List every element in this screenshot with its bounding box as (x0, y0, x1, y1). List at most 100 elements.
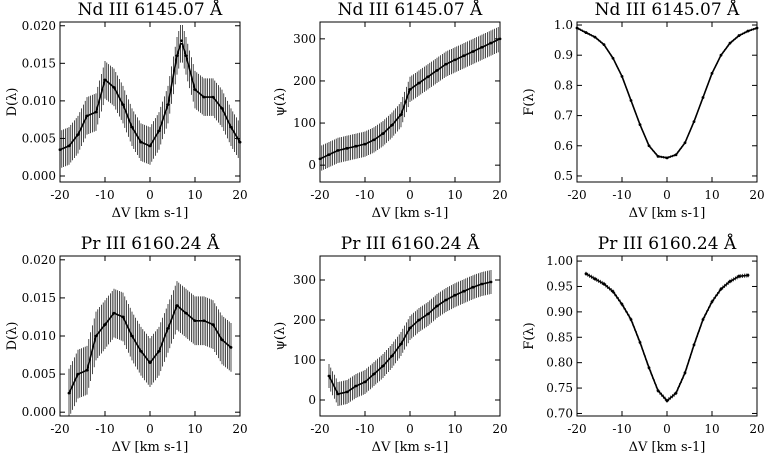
data-point (180, 39, 183, 43)
data-point (327, 153, 331, 157)
data-point (381, 132, 385, 135)
x-tick-label: -10 (355, 422, 374, 436)
y-tick-label: 0.6 (554, 139, 573, 153)
data-point (584, 31, 588, 34)
data-point (647, 366, 651, 370)
data-point (121, 315, 125, 319)
data-point (130, 334, 134, 338)
data-point (157, 129, 161, 133)
x-tick-label: -20 (310, 422, 329, 436)
data-point (737, 274, 741, 278)
data-point (665, 156, 669, 160)
x-tick-label: -10 (612, 188, 631, 202)
x-tick-label: 0 (663, 188, 671, 202)
data-point (629, 99, 633, 102)
x-tick-label: 20 (232, 188, 247, 202)
x-tick-label: 20 (749, 188, 764, 202)
chart-title: Pr III 6160.24 Å (81, 233, 220, 254)
data-point (746, 273, 750, 277)
y-tick-label: 0.005 (22, 367, 56, 381)
data-point (76, 133, 80, 137)
data-point (593, 277, 597, 281)
x-axis-label: ΔV [km s-1] (629, 440, 706, 455)
data-point (363, 142, 367, 146)
data-point (229, 125, 233, 129)
y-axis-label: F(λ) (522, 322, 537, 349)
y-tick-label: 0.020 (22, 253, 56, 267)
data-point (656, 389, 660, 393)
data-point (130, 125, 134, 129)
y-tick-label: 0 (308, 393, 316, 407)
y-tick-label: 0.005 (22, 131, 56, 145)
data-point (336, 392, 340, 396)
data-point (372, 138, 376, 142)
y-tick-label: 200 (293, 313, 316, 327)
y-tick-label: 0.7 (554, 109, 573, 123)
chart-panel-nd-psi: Nd III 6145.07 Å-20 -10 0 10 200100200300ΔV … (273, 0, 508, 221)
data-point (399, 342, 403, 346)
data-point (67, 144, 71, 148)
data-point (85, 368, 89, 372)
y-tick-label: 0.020 (22, 19, 56, 33)
x-tick-label: 0 (663, 422, 671, 436)
data-point (489, 280, 493, 284)
data-point (647, 144, 651, 148)
data-point (345, 146, 349, 150)
y-axis-label: F(λ) (522, 88, 537, 115)
data-point (444, 62, 448, 66)
y-tick-label: 0.70 (546, 406, 573, 420)
x-tick-label: -10 (95, 188, 114, 202)
x-tick-label: 0 (146, 422, 154, 436)
y-axis-label: ψ(λ) (273, 322, 288, 351)
data-point (737, 34, 741, 37)
y-tick-label: 0.75 (546, 381, 573, 395)
y-axis-label: D(λ) (5, 322, 20, 351)
data-point (363, 380, 367, 384)
data-point (193, 319, 197, 323)
data-point (112, 85, 116, 89)
data-point (683, 141, 687, 145)
data-point (426, 75, 430, 79)
data-point (399, 113, 403, 117)
data-point (202, 95, 206, 99)
y-tick-label: 100 (293, 353, 316, 367)
y-tick-label: 0.5 (554, 169, 573, 183)
data-point (390, 123, 394, 127)
profile-line (585, 273, 749, 402)
data-point (94, 334, 98, 338)
data-point (103, 323, 107, 326)
x-tick-label: 20 (492, 188, 507, 202)
data-point (629, 318, 633, 321)
data-point (139, 140, 143, 144)
data-point (728, 41, 732, 45)
data-point (665, 399, 669, 403)
data-point (426, 312, 430, 316)
data-point (193, 88, 197, 92)
data-point (404, 100, 407, 104)
x-axis-label: ΔV [km s-1] (629, 206, 706, 221)
x-axis-label: ΔV [km s-1] (372, 206, 449, 221)
data-point (719, 53, 723, 57)
data-point (112, 311, 116, 315)
y-tick-label: 0.010 (22, 94, 56, 108)
x-tick-label: -20 (310, 188, 329, 202)
y-tick-label: 1.00 (546, 254, 573, 268)
data-point (85, 114, 89, 118)
x-tick-label: 10 (187, 422, 202, 436)
data-point (471, 50, 475, 53)
x-tick-label: 0 (406, 188, 414, 202)
data-point (354, 384, 358, 388)
data-point (719, 287, 723, 291)
data-point (139, 349, 143, 353)
chart-title: Pr III 6160.24 Å (341, 233, 480, 254)
data-point (417, 81, 421, 85)
y-tick-label: 300 (293, 32, 316, 46)
data-point (184, 311, 188, 315)
y-tick-label: 200 (293, 74, 316, 88)
x-axis-label: ΔV [km s-1] (112, 206, 189, 221)
chart-panel-nd-d: Nd III 6145.07 Å -20 -10 0 10 20 0.000 0.005 0.0… (5, 0, 248, 221)
data-point (345, 390, 349, 394)
x-tick-label: 10 (187, 188, 202, 202)
x-axis-label: ΔV [km s-1] (112, 440, 189, 455)
